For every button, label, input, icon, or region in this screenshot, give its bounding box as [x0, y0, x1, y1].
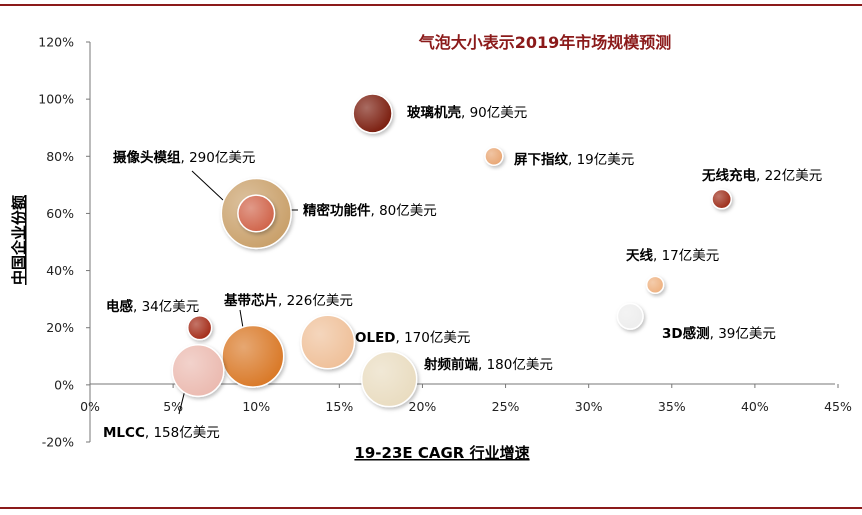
y-axis-label: 中国企业份额	[10, 195, 28, 285]
bubble-label: OLED, 170亿美元	[355, 330, 470, 346]
x-tick-label: 30%	[575, 399, 603, 414]
bubble-label-name: 电感	[106, 298, 133, 315]
x-tick-label: 0%	[80, 399, 100, 414]
bubble-label-name: 基带芯片	[224, 292, 278, 309]
bubble-highlight	[712, 189, 732, 209]
bubble-highlight	[617, 303, 644, 330]
x-tick-label: 35%	[658, 399, 686, 414]
bubble-highlight	[300, 315, 355, 369]
x-tick-label: 10%	[242, 399, 270, 414]
bubble-label-name: 无线充电	[701, 167, 756, 184]
y-tick-label: 120%	[38, 35, 74, 50]
bubble-label-value: , 180亿美元	[478, 357, 553, 373]
bubble-label: 无线充电, 22亿美元	[701, 167, 822, 184]
bubble-label: 屏下指纹, 19亿美元	[514, 151, 634, 168]
bubble-label-name: 玻璃机壳	[407, 104, 461, 121]
bubble-label-name: 摄像头模组	[113, 149, 181, 166]
bubble-highlight	[222, 325, 284, 388]
y-tick-labels: 120% 100% 80% 60% 40% 20% 0% -20%	[38, 35, 90, 450]
bubble-label-value: , 226亿美元	[278, 293, 353, 309]
x-tick-label: 15%	[325, 399, 353, 414]
bubble-label: 摄像头模组, 290亿美元	[113, 149, 255, 166]
bubble-label-value: , 17亿美元	[653, 248, 719, 264]
bubble-label-name: 3D感测	[662, 325, 710, 342]
bubble-label-name: 精密功能件	[303, 202, 371, 219]
y-tick-label: 100%	[38, 92, 74, 107]
bubble-label-value: , 22亿美元	[756, 168, 822, 184]
bubble-label: 电感, 34亿美元	[106, 298, 199, 315]
bubble-label: 基带芯片, 226亿美元	[224, 292, 353, 309]
bubble-highlight	[361, 351, 417, 407]
bubble-label-name: 天线	[626, 247, 654, 264]
x-tick-label: 25%	[492, 399, 520, 414]
bubbles-group	[171, 93, 733, 408]
bubble-label: 3D感测, 39亿美元	[662, 325, 776, 342]
x-tick-label: 40%	[741, 399, 769, 414]
bubble-label-value: , 19亿美元	[568, 152, 634, 168]
bubble-highlight	[237, 195, 275, 232]
y-tick-label: 80%	[46, 149, 74, 164]
bubble-highlight	[172, 344, 224, 397]
bubble-label-name: OLED	[355, 330, 396, 346]
x-tick-labels: 0% 5% 10% 15% 20% 25% 30% 35% 40% 45%	[80, 384, 852, 414]
bubble-label: 射频前端, 180亿美元	[423, 356, 553, 373]
y-tick-label: 0%	[54, 377, 74, 392]
chart-title: 气泡大小表示2019年市场规模预测	[418, 33, 672, 52]
x-tick-label: 5%	[163, 399, 183, 414]
y-tick-label: 60%	[46, 206, 74, 221]
bubble-label-name: MLCC	[103, 425, 145, 441]
bubble-label-name: 屏下指纹	[514, 151, 568, 168]
bubble-label: 玻璃机壳, 90亿美元	[407, 104, 527, 121]
leader-line	[191, 170, 224, 201]
bubble-label: 天线, 17亿美元	[626, 247, 719, 264]
bubble-label-value: , 158亿美元	[145, 425, 220, 441]
x-axis-label: 19-23E CAGR 行业增速	[354, 444, 529, 462]
bubble-highlight	[187, 315, 212, 340]
bubble-label-name: 射频前端	[423, 356, 478, 373]
y-tick-label: 40%	[46, 263, 74, 278]
bubble-label-value: , 170亿美元	[396, 330, 471, 346]
x-tick-label: 45%	[824, 399, 852, 414]
bubble-label: MLCC, 158亿美元	[103, 425, 220, 441]
x-tick-label: 20%	[409, 399, 437, 414]
bubble-highlight	[646, 276, 664, 294]
y-tick-label: 20%	[46, 320, 74, 335]
bubble-label-value: , 39亿美元	[710, 326, 776, 342]
bottom-border-line	[0, 507, 862, 509]
top-border-line	[0, 4, 862, 6]
y-tick-label: -20%	[42, 435, 74, 450]
bubble-label-value: , 34亿美元	[133, 299, 199, 315]
bubble-label-value: , 290亿美元	[181, 150, 256, 166]
bubble-label-value: , 80亿美元	[371, 203, 437, 219]
bubble-highlight	[484, 147, 503, 166]
bubble-highlight	[353, 93, 393, 133]
bubble-label: 精密功能件, 80亿美元	[303, 202, 437, 219]
bubble-label-value: , 90亿美元	[461, 105, 527, 121]
